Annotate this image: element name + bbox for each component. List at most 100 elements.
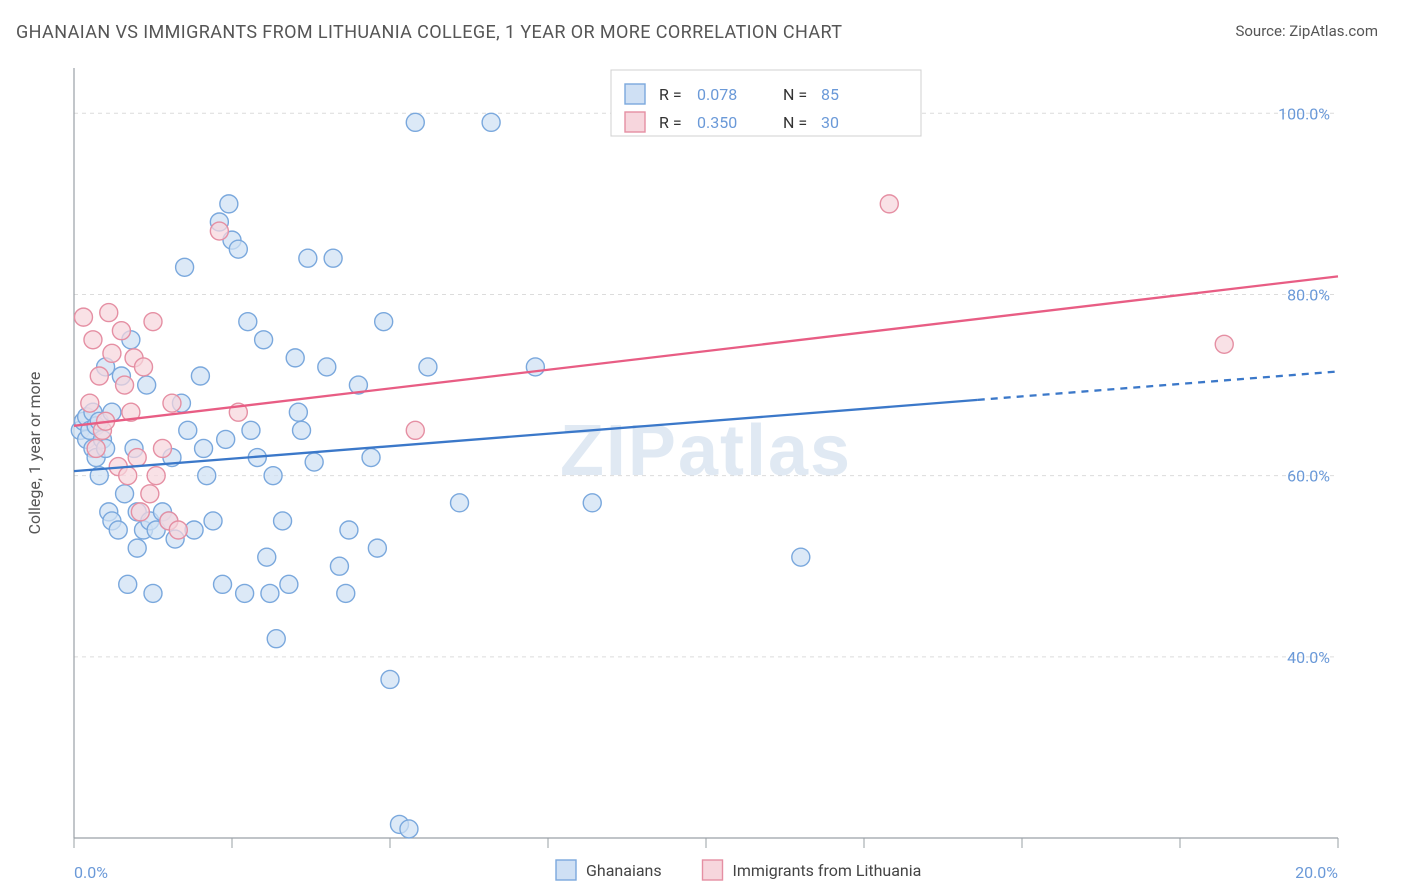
data-point: [144, 584, 162, 602]
data-point: [242, 421, 260, 439]
legend-n-value: 85: [821, 85, 839, 104]
data-point: [340, 521, 358, 539]
data-point: [299, 249, 317, 267]
data-point: [103, 344, 121, 362]
data-point: [264, 467, 282, 485]
chart-header: GHANAIAN VS IMMIGRANTS FROM LITHUANIA CO…: [0, 0, 1406, 51]
data-point: [239, 313, 257, 331]
bottom-legend-swatch: [703, 860, 723, 880]
x-tick-label: 20.0%: [1295, 863, 1338, 882]
data-point: [220, 195, 238, 213]
data-point: [526, 358, 544, 376]
y-tick-label: 40.0%: [1287, 648, 1330, 667]
y-axis-label: College, 1 year or more: [25, 372, 44, 535]
data-point: [583, 494, 601, 512]
data-point: [236, 584, 254, 602]
data-point: [100, 304, 118, 322]
data-point: [141, 485, 159, 503]
data-point: [406, 421, 424, 439]
data-point: [400, 820, 418, 838]
data-point: [280, 575, 298, 593]
data-point: [116, 376, 134, 394]
bottom-legend-label: Immigrants from Lithuania: [733, 861, 922, 880]
data-point: [153, 439, 171, 457]
legend-n-value: 30: [821, 113, 839, 132]
data-point: [792, 548, 810, 566]
data-point: [116, 485, 134, 503]
y-tick-label: 80.0%: [1287, 285, 1330, 304]
data-point: [109, 521, 127, 539]
data-point: [258, 548, 276, 566]
data-point: [330, 557, 348, 575]
data-point: [179, 421, 197, 439]
data-point: [255, 331, 273, 349]
data-point: [128, 539, 146, 557]
data-point: [138, 376, 156, 394]
data-point: [318, 358, 336, 376]
bottom-legend-swatch: [556, 860, 576, 880]
data-point: [305, 453, 323, 471]
data-point: [147, 467, 165, 485]
data-point: [163, 394, 181, 412]
data-point: [286, 349, 304, 367]
data-point: [74, 308, 92, 326]
data-point: [362, 449, 380, 467]
data-point: [229, 240, 247, 258]
data-point: [451, 494, 469, 512]
x-tick-label: 0.0%: [74, 863, 108, 882]
data-point: [880, 195, 898, 213]
data-point: [176, 258, 194, 276]
data-point: [375, 313, 393, 331]
legend-r-value: 0.350: [697, 113, 737, 132]
chart-container: ZIPatlas 0.0% 20.0% 40.0% 60.0% 80.0% 100.0% Co…: [16, 56, 1390, 892]
trend-line-lithuania: [74, 276, 1338, 425]
data-point: [217, 430, 235, 448]
bottom-legend-label: Ghanaians: [586, 861, 662, 880]
data-point: [1215, 335, 1233, 353]
data-point: [169, 521, 187, 539]
data-point: [368, 539, 386, 557]
data-point: [81, 394, 99, 412]
watermark: ZIPatlas: [560, 411, 852, 491]
data-point: [90, 367, 108, 385]
data-point: [119, 467, 137, 485]
data-point: [119, 575, 137, 593]
data-point: [131, 503, 149, 521]
data-point: [87, 439, 105, 457]
data-point: [112, 322, 130, 340]
legend-r-value: 0.078: [697, 85, 737, 104]
data-point: [128, 449, 146, 467]
legend-n-label: N =: [783, 113, 807, 132]
data-point: [84, 331, 102, 349]
legend-r-label: R =: [659, 85, 682, 104]
data-point: [324, 249, 342, 267]
y-tick-label: 100.0%: [1278, 104, 1330, 123]
data-point: [289, 403, 307, 421]
top-legend-box: [611, 70, 921, 136]
data-point: [214, 575, 232, 593]
data-point: [195, 439, 213, 457]
trend-line-dashed-ghanaians: [978, 371, 1338, 399]
data-point: [198, 467, 216, 485]
data-point: [337, 584, 355, 602]
legend-swatch: [625, 112, 645, 132]
data-point: [293, 421, 311, 439]
y-tick-label: 60.0%: [1287, 467, 1330, 486]
data-point: [381, 670, 399, 688]
data-point: [210, 222, 228, 240]
data-point: [261, 584, 279, 602]
legend-n-label: N =: [783, 85, 807, 104]
chart-source: Source: ZipAtlas.com: [1235, 22, 1378, 40]
data-point: [204, 512, 222, 530]
legend-swatch: [625, 84, 645, 104]
data-point: [191, 367, 209, 385]
correlation-scatter-chart: ZIPatlas 0.0% 20.0% 40.0% 60.0% 80.0% 100.0% Co…: [16, 56, 1390, 892]
data-point: [419, 358, 437, 376]
data-point: [482, 113, 500, 131]
data-point: [144, 313, 162, 331]
legend-r-label: R =: [659, 113, 682, 132]
data-point: [274, 512, 292, 530]
data-point: [135, 358, 153, 376]
chart-title: GHANAIAN VS IMMIGRANTS FROM LITHUANIA CO…: [16, 22, 842, 43]
data-point: [267, 630, 285, 648]
